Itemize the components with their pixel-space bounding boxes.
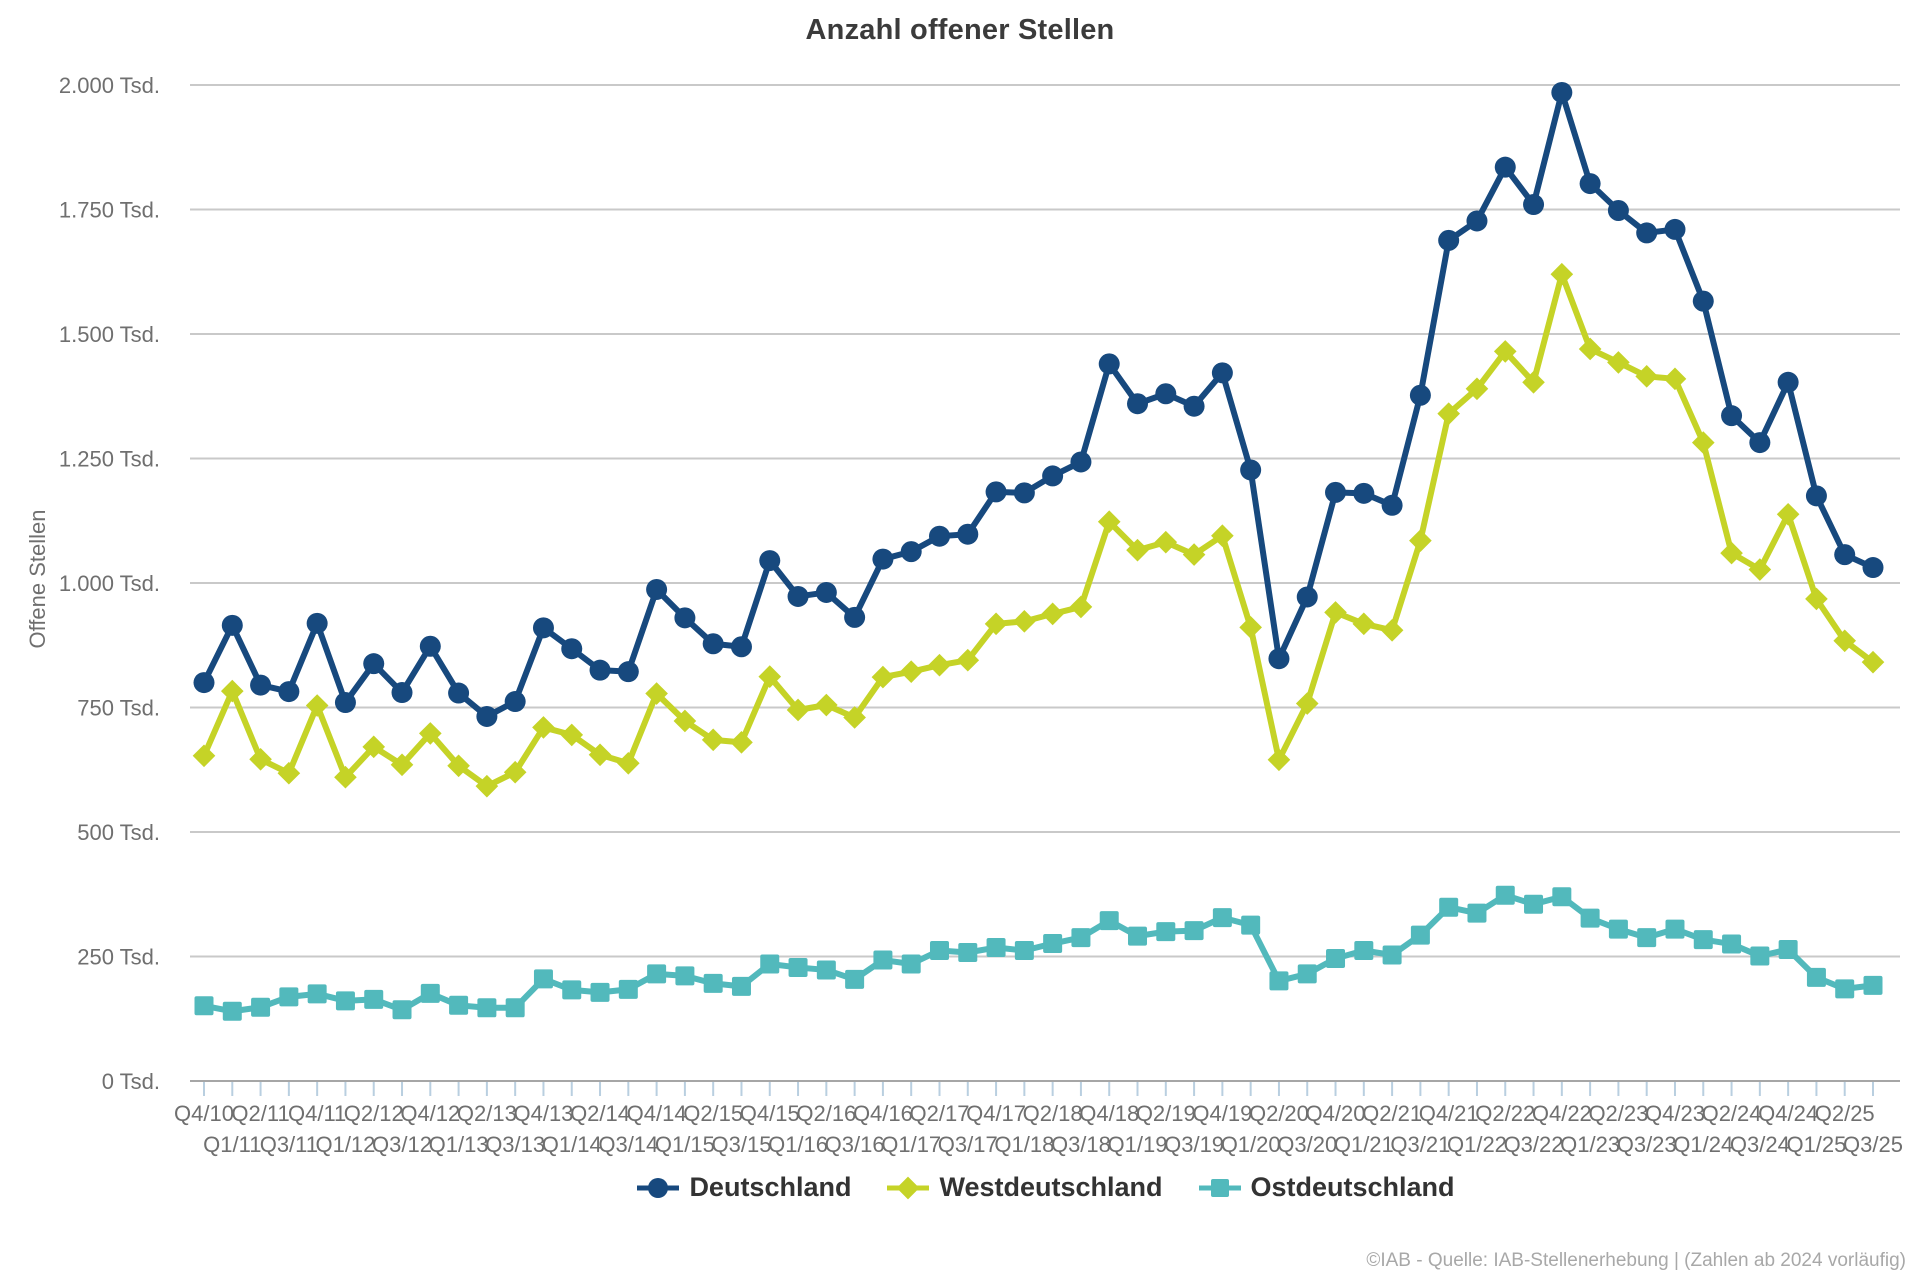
svg-text:Q1/16: Q1/16 (768, 1132, 828, 1157)
svg-text:Q2/23: Q2/23 (1588, 1101, 1648, 1126)
svg-text:Q4/10: Q4/10 (174, 1101, 234, 1126)
x-tick-labels: Q4/10 Q1/11 Q2/11 Q3/11 Q4/11 Q1/12 Q2/12 Q3/12… (174, 1101, 1903, 1157)
svg-text:Q2/12: Q2/12 (344, 1101, 404, 1126)
svg-text:Q4/21: Q4/21 (1419, 1101, 1479, 1126)
svg-text:Q2/22: Q2/22 (1475, 1101, 1535, 1126)
svg-text:Q3/22: Q3/22 (1504, 1132, 1564, 1157)
svg-text:Q3/20: Q3/20 (1277, 1132, 1337, 1157)
svg-text:Q4/18: Q4/18 (1079, 1101, 1139, 1126)
svg-text:Q1/18: Q1/18 (994, 1132, 1054, 1157)
svg-text:Q3/13: Q3/13 (485, 1132, 545, 1157)
legend-label-deutschland: Deutschland (689, 1172, 852, 1202)
svg-text:Q1/25: Q1/25 (1786, 1132, 1846, 1157)
svg-text:Q4/23: Q4/23 (1645, 1101, 1705, 1126)
svg-text:Q3/21: Q3/21 (1390, 1132, 1450, 1157)
y-tick-labels: 0 Tsd. 250 Tsd. 500 Tsd. 750 Tsd. 1.000 Tsd.… (59, 73, 160, 1094)
svg-text:Q1/23: Q1/23 (1560, 1132, 1620, 1157)
x-ticks (203, 1082, 1874, 1096)
svg-text:Q3/18: Q3/18 (1051, 1132, 1111, 1157)
svg-text:2.000 Tsd.: 2.000 Tsd. (59, 73, 160, 98)
legend-item-deutschland: Deutschland (635, 1172, 851, 1203)
svg-text:Q1/20: Q1/20 (1221, 1132, 1281, 1157)
svg-text:Q2/21: Q2/21 (1362, 1101, 1422, 1126)
svg-text:Q4/19: Q4/19 (1192, 1101, 1252, 1126)
svg-text:500 Tsd.: 500 Tsd. (77, 820, 160, 845)
svg-text:Q2/17: Q2/17 (910, 1101, 970, 1126)
diamond-marker-icon (887, 1176, 930, 1199)
svg-text:Q2/25: Q2/25 (1815, 1101, 1875, 1126)
svg-text:Q3/25: Q3/25 (1843, 1132, 1903, 1157)
svg-text:Q2/19: Q2/19 (1136, 1101, 1196, 1126)
svg-text:Q3/14: Q3/14 (598, 1132, 658, 1157)
svg-text:1.250 Tsd.: 1.250 Tsd. (59, 447, 160, 472)
svg-text:Q3/11: Q3/11 (260, 1132, 318, 1157)
svg-text:1.000 Tsd.: 1.000 Tsd. (59, 571, 160, 596)
svg-text:Q1/15: Q1/15 (655, 1132, 715, 1157)
svg-text:Q3/19: Q3/19 (1164, 1132, 1224, 1157)
svg-text:Q4/20: Q4/20 (1306, 1101, 1366, 1126)
series-deutschland (193, 81, 1884, 727)
svg-text:Q1/22: Q1/22 (1447, 1132, 1507, 1157)
legend-item-ostdeutschland: Ostdeutschland (1197, 1172, 1455, 1203)
svg-text:750 Tsd.: 750 Tsd. (77, 696, 160, 721)
square-marker-icon (1198, 1178, 1241, 1197)
svg-text:Q2/15: Q2/15 (683, 1101, 743, 1126)
svg-text:Q4/11: Q4/11 (288, 1101, 346, 1126)
source-note: ©IAB - Quelle: IAB-Stellenerhebung | (Za… (1366, 1250, 1906, 1271)
legend-item-westdeutschland: Westdeutschland (885, 1172, 1163, 1203)
svg-text:Q3/16: Q3/16 (825, 1132, 885, 1157)
svg-text:Q2/16: Q2/16 (796, 1101, 856, 1126)
svg-text:Q4/13: Q4/13 (513, 1101, 573, 1126)
svg-text:Q1/17: Q1/17 (881, 1132, 941, 1157)
svg-text:Q3/15: Q3/15 (712, 1132, 772, 1157)
svg-text:Q1/14: Q1/14 (542, 1132, 602, 1157)
svg-text:Q2/18: Q2/18 (1023, 1101, 1083, 1126)
svg-text:1.750 Tsd.: 1.750 Tsd. (59, 198, 160, 223)
svg-text:Q2/14: Q2/14 (570, 1101, 630, 1126)
svg-text:Q2/20: Q2/20 (1249, 1101, 1309, 1126)
svg-text:Q2/13: Q2/13 (457, 1101, 517, 1126)
svg-text:Q1/11: Q1/11 (203, 1132, 261, 1157)
svg-text:Q3/12: Q3/12 (372, 1132, 432, 1157)
svg-text:Q4/15: Q4/15 (740, 1101, 800, 1126)
series-westdeutschland (192, 262, 1885, 798)
svg-text:Q1/19: Q1/19 (1108, 1132, 1168, 1157)
svg-text:Q1/13: Q1/13 (429, 1132, 489, 1157)
svg-text:Q3/23: Q3/23 (1617, 1132, 1677, 1157)
svg-text:Q4/14: Q4/14 (627, 1101, 687, 1126)
legend: Deutschland Westdeutschland Ostdeutschla… (190, 1172, 1900, 1203)
svg-text:Q3/24: Q3/24 (1730, 1132, 1790, 1157)
svg-text:Q1/21: Q1/21 (1334, 1132, 1394, 1157)
svg-text:Q4/12: Q4/12 (400, 1101, 460, 1126)
svg-text:Q2/24: Q2/24 (1702, 1101, 1762, 1126)
svg-text:Q3/17: Q3/17 (938, 1132, 998, 1157)
svg-text:Q4/16: Q4/16 (853, 1101, 913, 1126)
svg-text:Q2/11: Q2/11 (231, 1101, 289, 1126)
legend-label-westdeutschland: Westdeutschland (939, 1172, 1163, 1202)
chart-title: Anzahl offener Stellen (805, 14, 1115, 46)
legend-label-ostdeutschland: Ostdeutschland (1250, 1172, 1455, 1202)
svg-text:Q1/12: Q1/12 (315, 1132, 375, 1157)
svg-text:Q4/24: Q4/24 (1758, 1101, 1818, 1126)
svg-text:Q4/22: Q4/22 (1532, 1101, 1592, 1126)
circle-marker-icon (637, 1177, 680, 1198)
svg-text:Q1/24: Q1/24 (1673, 1132, 1733, 1157)
series-ostdeutschland (194, 885, 1883, 1021)
svg-text:1.500 Tsd.: 1.500 Tsd. (59, 322, 160, 347)
svg-text:0 Tsd.: 0 Tsd. (102, 1069, 160, 1094)
svg-text:250 Tsd.: 250 Tsd. (77, 945, 160, 970)
svg-text:Q4/17: Q4/17 (966, 1101, 1026, 1126)
